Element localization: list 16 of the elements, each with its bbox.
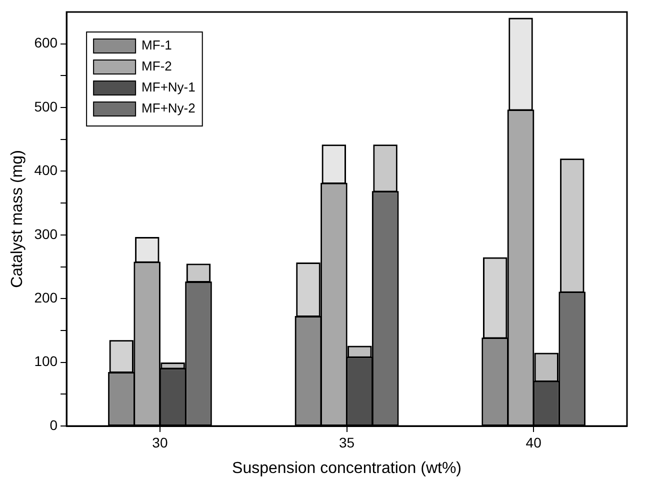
legend-label: MF+Ny-2 [142,100,196,116]
y-tick-label: 500 [34,98,58,114]
x-axis-title: Suspension concentration (wt%) [232,460,462,477]
x-tick-label: 35 [338,434,355,450]
y-axis-title: Catalyst mass (mg) [9,150,26,288]
y-tick-label: 100 [34,353,58,370]
x-tick-label: 30 [152,434,168,450]
y-tick-label: 0 [50,416,58,433]
y-tick-label: 200 [34,289,58,306]
legend-label: MF-2 [142,58,172,74]
legend-label: MF+Ny-1 [142,80,196,95]
y-tick-label: 600 [34,34,58,51]
legend-label: MF-1 [142,38,172,53]
y-tick-label: 400 [34,162,58,178]
x-tick-label: 40 [526,434,542,450]
y-tick-label: 300 [34,226,58,242]
